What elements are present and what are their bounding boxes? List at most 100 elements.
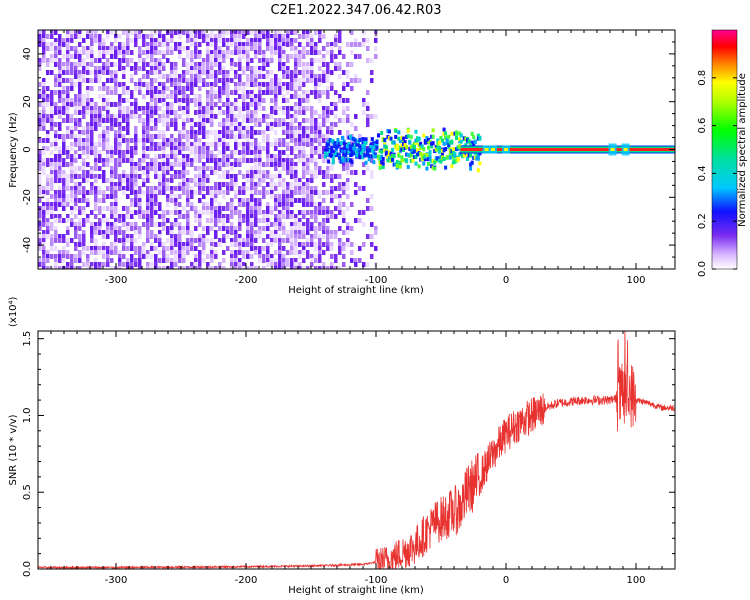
noise-cell [134,250,138,255]
noise-cell [58,170,62,175]
noise-cell [54,142,58,147]
noise-cell [194,210,198,215]
noise-cell [194,138,198,143]
noise-cell [138,202,142,207]
noise-cell [306,166,310,171]
noise-cell [94,58,98,63]
noise-cell [190,90,194,95]
noise-cell [222,258,226,263]
noise-cell [90,106,94,111]
signal-cell [428,156,432,161]
noise-cell [50,150,54,155]
noise-cell [254,38,258,43]
noise-cell [62,150,66,155]
noise-cell [190,178,194,183]
signal-cell [395,143,399,148]
noise-cell [82,94,86,99]
signal-cell [367,148,371,153]
y-tick-label: 20 [22,95,33,108]
signal-cell [426,157,430,162]
noise-cell [234,262,238,267]
noise-cell [122,238,126,243]
signal-cell [367,153,371,158]
noise-cell [218,58,222,63]
signal-cell [325,152,329,157]
noise-cell [266,90,270,95]
noise-cell [74,258,78,263]
noise-cell [334,102,338,107]
noise-cell [234,122,238,127]
noise-cell [206,134,210,139]
noise-cell [290,86,294,91]
noise-cell [242,146,246,151]
noise-cell [322,62,326,67]
signal-cell [425,153,429,158]
noise-cell [214,198,218,203]
noise-cell [326,74,330,79]
noise-cell [322,58,326,63]
noise-cell [78,74,82,79]
noise-cell [190,134,194,139]
noise-cell [302,258,306,263]
noise-cell [38,114,42,119]
noise-cell [306,198,310,203]
noise-cell [322,206,326,211]
noise-cell [98,46,102,51]
noise-cell [90,266,94,269]
noise-cell [286,166,290,171]
noise-cell [106,98,110,103]
noise-cell [126,138,130,143]
noise-cell [294,166,298,171]
noise-cell [346,230,350,235]
noise-cell [306,222,310,227]
noise-cell [110,62,114,67]
noise-cell [58,146,62,151]
noise-cell [298,254,302,259]
noise-cell [254,238,258,243]
signal-cell [420,156,424,161]
noise-cell [274,86,278,91]
signal-cell [341,158,345,163]
signal-cell [476,156,480,161]
noise-cell [318,222,322,227]
noise-cell [102,134,106,139]
noise-cell [350,242,354,247]
noise-cell [278,118,282,123]
noise-cell [178,162,182,167]
noise-cell [294,142,298,147]
noise-cell [290,198,294,203]
noise-cell [270,90,274,95]
noise-cell [106,222,110,227]
noise-cell [86,90,90,95]
noise-cell [86,174,90,179]
noise-cell [42,118,46,123]
noise-cell [314,254,318,259]
noise-cell [238,162,242,167]
noise-cell [206,38,210,43]
noise-cell [202,246,206,251]
noise-cell [74,138,78,143]
noise-cell [294,66,298,71]
noise-cell [322,234,326,239]
noise-cell [290,150,294,155]
noise-cell [66,118,70,123]
noise-cell [90,142,94,147]
noise-cell [314,234,318,239]
signal-cell [456,145,460,150]
noise-cell [102,250,106,255]
noise-cell [202,162,206,167]
noise-cell [206,154,210,159]
noise-cell [182,94,186,99]
noise-cell [182,254,186,259]
noise-cell [222,78,226,83]
signal-cell [409,152,413,157]
noise-cell [118,146,122,151]
noise-cell [286,114,290,119]
noise-cell [170,138,174,143]
noise-cell [182,30,186,35]
noise-cell [210,38,214,43]
noise-cell [122,214,126,219]
noise-cell [262,218,266,223]
noise-cell [366,106,370,111]
noise-cell [230,66,234,71]
